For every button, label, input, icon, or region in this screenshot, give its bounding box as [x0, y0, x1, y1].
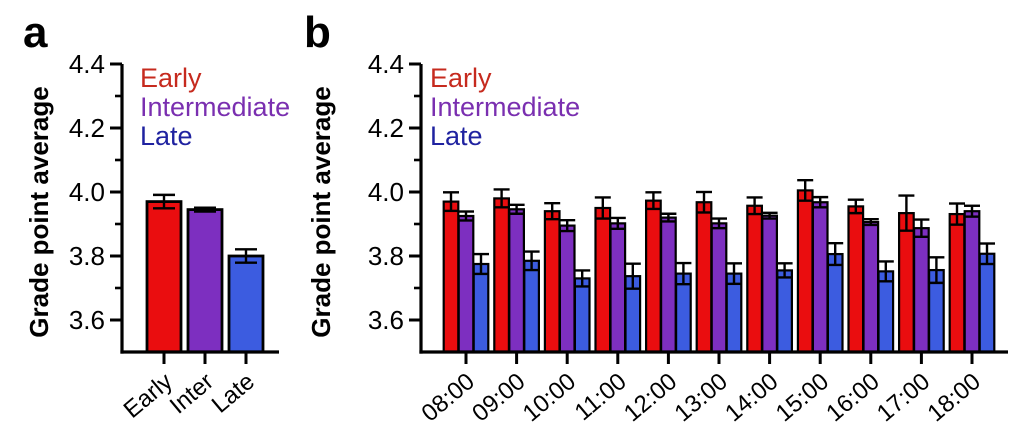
legend-a: Early Intermediate Late: [140, 64, 290, 151]
legend-item-intermediate: Intermediate: [140, 92, 291, 122]
bar: [558, 224, 576, 354]
x-tick-label: 08:00: [416, 368, 479, 427]
y-tick-label: 4.4: [368, 49, 404, 79]
x-tick-label: 14:00: [720, 368, 783, 427]
legend-b: Early Intermediate Late: [430, 64, 580, 151]
y-tick-label: 3.6: [368, 305, 404, 335]
x-tick-label: 10:00: [518, 368, 581, 427]
x-tick-label: 09:00: [467, 368, 530, 427]
bar: [442, 200, 460, 354]
legend-item-late: Late: [430, 121, 483, 151]
x-tick-label: 17:00: [872, 368, 935, 427]
bar: [978, 252, 996, 354]
bar: [761, 214, 778, 354]
bar: [963, 210, 981, 354]
bar: [826, 252, 844, 354]
y-axis-label-a: Grade point average: [24, 86, 54, 338]
x-tick-label: 16:00: [821, 368, 884, 427]
bar: [948, 212, 966, 354]
y-tick-label: 4.4: [69, 49, 105, 79]
legend-item-late: Late: [140, 121, 193, 151]
bar: [457, 214, 475, 354]
y-tick-label: 3.8: [69, 241, 105, 271]
y-tick-label: 4.0: [69, 177, 105, 207]
bar: [796, 189, 814, 354]
bar: [776, 269, 793, 354]
bar: [695, 201, 713, 354]
bar: [811, 201, 829, 354]
bar: [674, 272, 692, 354]
x-tick-label: 18:00: [922, 368, 985, 427]
bar: [573, 277, 591, 354]
x-tick-label: 11:00: [570, 368, 632, 426]
legend-item-early: Early: [140, 63, 202, 93]
bar: [543, 210, 561, 354]
bar: [746, 204, 763, 354]
bar: [897, 212, 915, 354]
bar: [508, 208, 525, 354]
bar: [644, 199, 662, 354]
x-tick-label: 13:00: [669, 368, 732, 427]
legend-item-intermediate: Intermediate: [430, 92, 581, 122]
bar: [912, 227, 930, 354]
bar: [609, 222, 627, 354]
x-tick-label: 12:00: [619, 368, 682, 427]
y-tick-label: 4.2: [69, 113, 105, 143]
y-tick-label: 4.2: [368, 113, 404, 143]
bar: [847, 205, 865, 354]
panel-letter-b: b: [304, 8, 331, 57]
bar: [493, 197, 510, 354]
bar: [725, 272, 743, 354]
legend-item-early: Early: [430, 63, 492, 93]
bar: [877, 270, 895, 354]
y-axis-label-b: Grade point average: [306, 86, 336, 338]
panel-letter-a: a: [23, 8, 48, 57]
y-tick-label: 3.8: [368, 241, 404, 271]
bar: [523, 259, 540, 354]
bar: [186, 208, 224, 354]
bar: [472, 262, 490, 354]
bar: [659, 216, 677, 354]
bar: [710, 222, 728, 354]
y-tick-label: 3.6: [69, 305, 105, 335]
bar: [227, 254, 265, 354]
x-tick-label: 15:00: [771, 368, 834, 427]
bar: [862, 220, 880, 354]
bar: [594, 206, 612, 354]
bar: [145, 200, 183, 354]
y-tick-label: 4.0: [368, 177, 404, 207]
x-tick-label: Late: [207, 368, 260, 419]
